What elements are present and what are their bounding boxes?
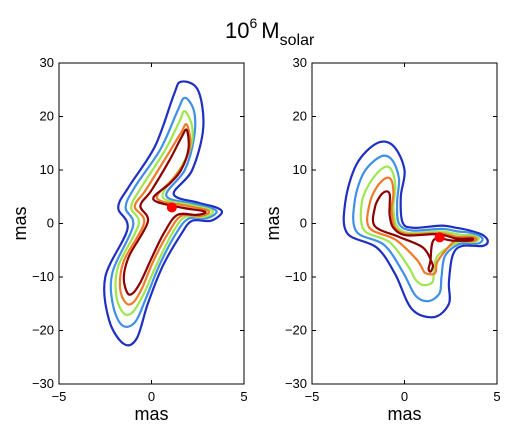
x-tick-label: −5 <box>52 389 67 404</box>
title-exponent: 6 <box>249 15 257 31</box>
x-tick-label: 0 <box>148 389 155 404</box>
title-base: 10 <box>225 18 249 43</box>
contour-level-3 <box>359 165 480 287</box>
left-panel: −5 0 5 −30 −20 −10 0 10 20 30 mas mas <box>10 55 248 424</box>
contour-level-2 <box>109 96 218 328</box>
contour-level-5 <box>371 190 475 273</box>
x-axis-label: mas <box>387 404 421 424</box>
x-tick-label: 5 <box>240 389 247 404</box>
contour-level-4 <box>118 123 211 306</box>
contour-level-2 <box>352 154 484 303</box>
contour-level-1 <box>103 80 224 347</box>
y-tick-label: −20 <box>32 323 54 338</box>
title-symbol: M <box>261 18 279 43</box>
title-subscript: solar <box>280 32 315 49</box>
y-tick-label: 20 <box>40 109 54 124</box>
contour-level-1 <box>342 140 489 319</box>
y-tick-label: 20 <box>293 109 307 124</box>
y-tick-label: −20 <box>285 323 307 338</box>
contour-level-3 <box>114 110 215 317</box>
right-panel: −5 0 5 −30 −20 −10 0 10 20 30 mas mas <box>263 55 501 424</box>
figure-title: 106 Msolar <box>225 15 315 49</box>
contour-level-4 <box>366 176 478 276</box>
y-tick-label: 10 <box>293 162 307 177</box>
y-tick-label: −10 <box>285 269 307 284</box>
x-tick-label: 5 <box>493 389 500 404</box>
y-axis-label: mas <box>10 206 30 240</box>
y-tick-label: 30 <box>293 55 307 70</box>
y-tick-label: −30 <box>32 376 54 391</box>
y-tick-label: 0 <box>300 216 307 231</box>
source-marker <box>166 202 177 213</box>
contour-level-5 <box>122 128 207 296</box>
y-tick-label: 30 <box>40 55 54 70</box>
x-axis-label: mas <box>134 404 168 424</box>
y-tick-label: −10 <box>32 269 54 284</box>
x-tick-label: −5 <box>305 389 320 404</box>
y-axis-label: mas <box>263 206 283 240</box>
x-tick-label: 0 <box>401 389 408 404</box>
axes-frame <box>311 62 498 385</box>
y-tick-label: 0 <box>47 216 54 231</box>
axes-frame <box>58 62 245 385</box>
source-marker <box>434 232 445 243</box>
y-tick-label: −30 <box>285 376 307 391</box>
y-tick-label: 10 <box>40 162 54 177</box>
